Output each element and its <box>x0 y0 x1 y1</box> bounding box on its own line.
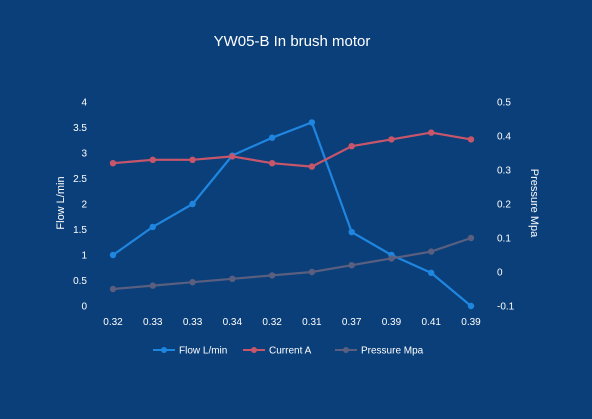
data-point <box>428 269 435 277</box>
y-axis-left-ticks: 0 0.5 1 1.5 2 2.5 3 3.5 4 <box>73 98 87 313</box>
series-pressure-mpa <box>109 234 475 293</box>
y-right-tick-label: -0.1 <box>497 302 515 313</box>
series-layer <box>109 119 475 310</box>
data-point <box>268 272 276 279</box>
data-point <box>149 223 156 231</box>
data-point <box>388 136 395 143</box>
series-line <box>112 131 472 168</box>
data-point <box>268 160 276 167</box>
data-point <box>229 153 236 160</box>
y-left-tick-label: 1 <box>81 251 87 262</box>
x-tick-label: 0.41 <box>421 317 441 328</box>
data-point <box>388 255 395 262</box>
data-point <box>308 268 316 276</box>
y-left-tick-label: 3.5 <box>73 123 87 134</box>
legend-swatch-marker <box>161 347 167 353</box>
legend: Flow L/min Current A Pressure Mpa <box>153 346 424 357</box>
y-right-tick-label: 0.5 <box>497 98 511 109</box>
data-point <box>229 275 236 282</box>
x-tick-label: 0.31 <box>302 317 322 328</box>
y-right-tick-label: 0.2 <box>497 200 511 211</box>
legend-item: Current A <box>243 346 312 357</box>
y-axis-left-label: Flow L/min <box>55 176 67 229</box>
data-point <box>189 279 196 286</box>
y-right-tick-label: 0 <box>497 268 503 279</box>
series-line <box>112 236 472 291</box>
y-left-tick-label: 2 <box>81 200 87 211</box>
legend-label: Flow L/min <box>179 346 227 357</box>
chart-title: YW05-B In brush motor <box>214 33 371 50</box>
y-right-tick-label: 0.3 <box>497 166 511 177</box>
x-tick-label: 0.32 <box>262 317 282 328</box>
x-tick-label: 0.32 <box>103 317 123 328</box>
data-point <box>308 163 316 170</box>
data-point <box>348 262 355 269</box>
y-left-tick-label: 3 <box>81 149 87 160</box>
x-tick-label: 0.33 <box>183 317 203 328</box>
y-left-tick-label: 1.5 <box>73 225 87 236</box>
y-left-tick-label: 2.5 <box>73 174 87 185</box>
y-right-tick-label: 0.1 <box>497 234 511 245</box>
x-tick-label: 0.39 <box>382 317 402 328</box>
series-current-a <box>109 129 475 170</box>
legend-item: Flow L/min <box>153 346 227 357</box>
x-tick-label: 0.37 <box>342 317 362 328</box>
series-flow-l-min <box>109 119 475 310</box>
data-point <box>109 251 117 259</box>
y-axis-right-ticks: -0.1 0 0.1 0.2 0.3 0.4 0.5 <box>497 98 515 313</box>
y-axis-right-label: Pressure Mpa <box>528 169 540 238</box>
data-point <box>467 136 475 143</box>
y-left-tick-label: 4 <box>81 98 87 109</box>
data-point <box>149 282 156 289</box>
y-left-tick-label: 0.5 <box>73 276 87 287</box>
legend-label: Current A <box>269 346 312 357</box>
data-point <box>109 160 117 167</box>
legend-item: Pressure Mpa <box>335 346 424 357</box>
x-tick-label: 0.33 <box>143 317 163 328</box>
data-point <box>428 248 435 255</box>
data-point <box>348 143 355 150</box>
y-left-tick-label: 0 <box>81 302 87 313</box>
data-point <box>467 234 475 242</box>
legend-swatch-marker <box>343 347 349 353</box>
data-point <box>109 285 117 293</box>
y-right-tick-label: 0.4 <box>497 132 511 143</box>
data-point <box>189 200 196 208</box>
data-point <box>428 129 435 136</box>
legend-label: Pressure Mpa <box>361 346 424 357</box>
x-tick-label: 0.39 <box>461 317 481 328</box>
data-point <box>308 119 316 126</box>
data-point <box>268 134 276 141</box>
data-point <box>149 156 156 163</box>
legend-swatch-marker <box>251 347 257 353</box>
series-line <box>112 121 472 307</box>
x-tick-label: 0.34 <box>223 317 243 328</box>
data-point <box>348 228 355 236</box>
x-axis-ticks: 0.32 0.33 0.33 0.34 0.32 0.31 0.37 0.39 0.41 0.39 <box>103 317 481 328</box>
data-point <box>467 302 475 310</box>
data-point <box>189 156 196 163</box>
